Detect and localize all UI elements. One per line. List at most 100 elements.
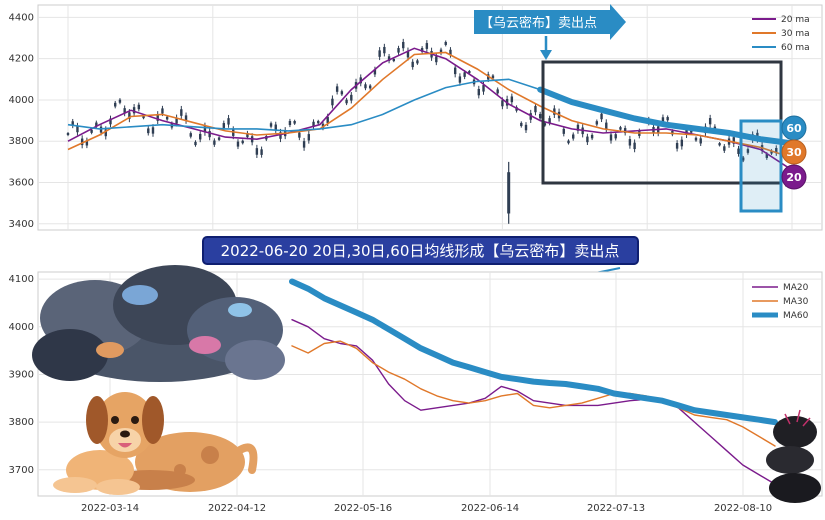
candle-body: [435, 56, 438, 63]
candle-body: [524, 124, 528, 131]
candle-body: [246, 132, 249, 138]
candle-body: [572, 134, 575, 139]
candle-body: [161, 108, 164, 114]
candle-body: [406, 50, 410, 58]
top-line-60ma-highlight: [537, 86, 795, 147]
candle-body: [449, 49, 452, 56]
candle-body: [132, 107, 136, 114]
candle-body: [194, 141, 197, 146]
candle-body: [737, 148, 740, 154]
candle-body: [350, 94, 353, 101]
bottom-x-tick-2022-04-12: 2022-04-12: [208, 503, 266, 514]
bottom-legend-ma60: MA60: [783, 311, 809, 321]
bottom-ma-chart: 3700 3800 3900 4000 4100 2022-03-14 2022-04-1…: [9, 265, 823, 514]
ma-badges: 60 30 20: [781, 115, 807, 190]
candle-body: [345, 99, 348, 104]
candle-body: [255, 148, 259, 155]
candle-body: [685, 129, 688, 135]
cloud-tint-orange: [96, 342, 124, 358]
badge-30: 30: [786, 146, 802, 159]
cloud-puff-4: [32, 329, 108, 381]
candle-body: [553, 108, 556, 115]
dog-illustration: [53, 392, 258, 495]
bottom-x-tick-2022-05-16: 2022-05-16: [334, 503, 392, 514]
candle-body: [288, 120, 292, 126]
candle-body: [279, 132, 282, 139]
candle-body: [260, 149, 263, 155]
candle-body: [232, 129, 235, 136]
candle-body: [199, 133, 202, 140]
badge-60: 60: [786, 122, 802, 135]
bottom-y-tick-4000: 4000: [9, 322, 34, 333]
candle-body: [76, 125, 79, 133]
small-storm-cloud: [766, 409, 821, 503]
candle-body: [331, 98, 334, 106]
bottom-y-tick-3700: 3700: [9, 465, 34, 476]
storm-cloud-top: [773, 416, 817, 448]
candle-body: [694, 137, 698, 141]
top-plot-frame: [37, 4, 823, 231]
candle-body: [142, 115, 145, 119]
top-y-tick-3800: 3800: [9, 136, 34, 147]
bottom-x-ticks: 2022-03-14 2022-04-12 2022-05-16 2022-06-14…: [81, 503, 772, 514]
candle-body: [614, 134, 617, 139]
candle-body: [241, 140, 244, 144]
cloud-tint-pink: [189, 336, 221, 354]
dog-ear-right: [142, 396, 164, 444]
top-y-tick-3600: 3600: [9, 178, 34, 189]
candle-body: [586, 136, 589, 143]
top-y-tick-4400: 4400: [9, 12, 34, 23]
candle-body: [675, 142, 679, 149]
candle-body: [340, 91, 344, 95]
bottom-x-tick-2022-08-10: 2022-08-10: [714, 503, 772, 514]
candle-body: [335, 86, 339, 92]
candle-body: [71, 121, 74, 126]
candle-dip-body: [507, 172, 511, 214]
candle-body: [468, 71, 471, 74]
candle-body: [80, 138, 84, 146]
candle-body: [109, 118, 112, 125]
candle-body: [208, 131, 211, 138]
candle-body: [595, 121, 599, 125]
bottom-y-tick-3900: 3900: [9, 369, 34, 380]
candle-body: [317, 120, 320, 124]
candle-body: [444, 41, 447, 45]
top-legend: 20 ma 30 ma 60 ma: [752, 15, 810, 53]
candle-body: [609, 134, 613, 141]
candle-body: [156, 114, 159, 121]
candle-body: [180, 109, 183, 116]
candle-body: [213, 140, 216, 145]
dog-spot-1: [201, 446, 219, 464]
candle-body: [425, 43, 429, 49]
candle-body: [420, 48, 424, 52]
candle-body: [605, 122, 608, 130]
candle-body: [387, 56, 391, 61]
candle-body: [510, 96, 514, 103]
bottom-y-tick-3800: 3800: [9, 417, 34, 428]
highlight-box: [739, 119, 783, 213]
candle-body: [378, 50, 381, 57]
dog-eye-right: [131, 416, 139, 424]
top-legend-ma60: 60 ma: [781, 43, 810, 53]
candle-body: [411, 61, 414, 68]
candle-body: [723, 146, 726, 151]
candle-body: [222, 123, 226, 128]
badge-30-circle: [781, 139, 807, 165]
candle-body: [392, 58, 395, 62]
candle-body: [269, 123, 273, 127]
candle-body: [307, 134, 311, 141]
candle-body: [217, 137, 221, 140]
candle-body: [548, 118, 551, 123]
top-y-tick-4000: 4000: [9, 95, 34, 106]
top-price-chart: 3400 3600 3800 4000 4200 4400 20 ma 30 ma 60 …: [9, 4, 823, 231]
candle-body: [373, 69, 377, 75]
top-legend-ma30: 30 ma: [781, 29, 810, 39]
candle-body: [463, 72, 466, 77]
bottom-y-ticks: 3700 3800 3900 4000 4100: [9, 274, 34, 476]
bottom-x-tick-2022-03-14: 2022-03-14: [81, 503, 139, 514]
candle-body: [623, 128, 627, 134]
candle-body: [562, 128, 565, 134]
dog-tail: [236, 443, 258, 474]
bottom-line-MA30: [291, 340, 776, 447]
candle-body: [364, 84, 367, 89]
